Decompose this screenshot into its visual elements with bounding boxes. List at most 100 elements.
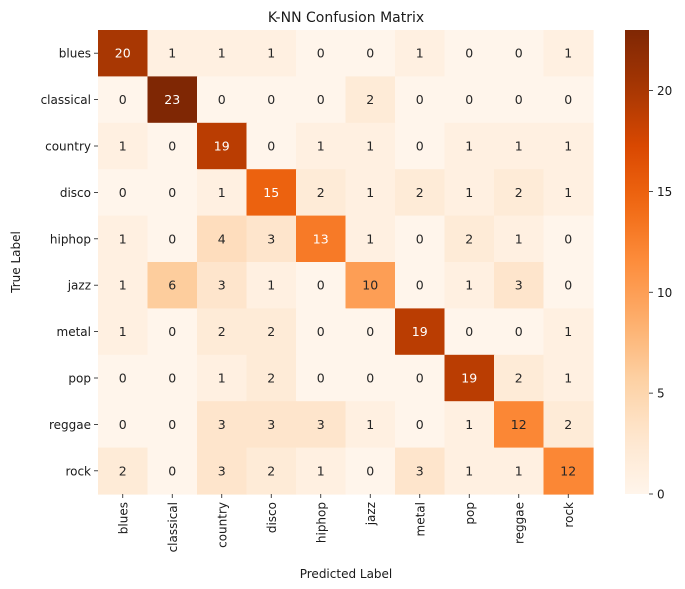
heatmap-annotations: 20 1 1 1 0 0 1 0 0 10 23 0 0 0 2 0 0 0 01 0 19 0 1 1 0 1 1 10 0 1 15 2 1… (115, 46, 576, 479)
heatmap-cell (345, 169, 396, 217)
heatmap-cell (494, 354, 545, 402)
cell-value-label: 0 (168, 324, 176, 339)
x-tick-label: hiphop (314, 502, 328, 543)
x-tick-label: disco (265, 502, 279, 533)
heatmap-cell (444, 122, 495, 170)
cell-value-label: 0 (168, 139, 176, 154)
heatmap-cell (494, 76, 545, 124)
heatmap-cell (147, 30, 198, 77)
heatmap-cell (197, 262, 248, 309)
cell-value-label: 1 (564, 371, 572, 386)
heatmap-cell (246, 122, 297, 170)
cell-value-label: 0 (366, 371, 374, 386)
cell-value-label: 3 (218, 463, 226, 478)
heatmap-cell (197, 308, 248, 356)
cell-value-label: 1 (465, 417, 473, 432)
cell-value-label: 0 (465, 324, 473, 339)
cell-value-label: 0 (416, 417, 424, 432)
cell-value-label: 1 (218, 371, 226, 386)
cell-value-label: 0 (168, 231, 176, 246)
heatmap-cell (494, 30, 545, 77)
cell-value-label: 19 (461, 371, 477, 386)
heatmap-cell (345, 215, 396, 263)
heatmap-cell (296, 169, 347, 217)
heatmap-cell (147, 262, 198, 309)
cell-value-label: 1 (168, 46, 176, 61)
heatmap-cell (246, 215, 297, 263)
y-axis-label: True Label (9, 231, 23, 294)
cell-value-label: 1 (564, 139, 572, 154)
heatmap-cell (296, 262, 347, 309)
cell-value-label: 12 (511, 417, 527, 432)
cell-value-label: 0 (267, 92, 275, 107)
heatmap-cell (395, 30, 446, 77)
heatmap-cell (296, 76, 347, 124)
cell-value-label: 0 (416, 278, 424, 293)
cell-value-label: 0 (416, 231, 424, 246)
cell-value-label: 1 (267, 46, 275, 61)
heatmap-cell (246, 30, 297, 77)
cell-value-label: 3 (515, 278, 523, 293)
y-tick-label: pop (68, 372, 91, 386)
cell-value-label: 0 (168, 185, 176, 200)
heatmap-cell (246, 262, 297, 309)
heatmap-cell (246, 401, 297, 449)
cell-value-label: 0 (317, 278, 325, 293)
heatmap-cell (246, 169, 297, 217)
cell-value-label: 0 (366, 324, 374, 339)
x-axis-label: Predicted Label (300, 567, 393, 581)
heatmap-cell (543, 76, 594, 124)
heatmap-cell (444, 354, 495, 402)
heatmap-cell (197, 401, 248, 449)
y-tick-label: disco (60, 186, 91, 200)
heatmap-cell (197, 30, 248, 77)
heatmap-cell (543, 262, 594, 309)
heatmap-cell (444, 401, 495, 449)
cell-value-label: 3 (267, 417, 275, 432)
heatmap-cell (147, 215, 198, 263)
cell-value-label: 1 (564, 324, 572, 339)
heatmap-cell (494, 122, 545, 170)
heatmap-cell (494, 308, 545, 356)
heatmap-cell (395, 76, 446, 124)
heatmap-cell (345, 76, 396, 124)
cell-value-label: 0 (515, 92, 523, 107)
cell-value-label: 2 (119, 463, 127, 478)
cell-value-label: 0 (366, 46, 374, 61)
cell-value-label: 1 (465, 185, 473, 200)
heatmap-cell (296, 122, 347, 170)
cell-value-label: 3 (218, 278, 226, 293)
cell-value-label: 0 (119, 185, 127, 200)
cell-value-label: 1 (119, 139, 127, 154)
heatmap-cell (197, 76, 248, 124)
heatmap-cell (444, 447, 495, 495)
x-tick-label: reggae (512, 502, 526, 544)
heatmap-cell (98, 169, 149, 217)
heatmap-cell (444, 30, 495, 77)
cell-value-label: 0 (416, 371, 424, 386)
cell-value-label: 3 (317, 417, 325, 432)
heatmap-cell (345, 401, 396, 449)
heatmap-cell (543, 122, 594, 170)
cell-value-label: 0 (465, 92, 473, 107)
cell-value-label: 23 (164, 92, 180, 107)
cell-value-label: 0 (564, 278, 572, 293)
heatmap-cell (147, 76, 198, 124)
x-tick-label: jazz (364, 502, 378, 526)
cell-value-label: 1 (416, 46, 424, 61)
cell-value-label: 2 (416, 185, 424, 200)
heatmap-cell (395, 215, 446, 263)
heatmap-cell (543, 215, 594, 263)
heatmap-cell (494, 169, 545, 217)
heatmap-cell (444, 262, 495, 309)
heatmap-cell (197, 215, 248, 263)
cell-value-label: 2 (218, 324, 226, 339)
heatmap-cell (543, 30, 594, 77)
cell-value-label: 2 (317, 185, 325, 200)
cell-value-label: 0 (564, 92, 572, 107)
colorbar-tick-label: 15 (657, 185, 672, 199)
y-tick-label: reggae (49, 418, 91, 432)
cell-value-label: 1 (564, 46, 572, 61)
heatmap-cell (444, 215, 495, 263)
